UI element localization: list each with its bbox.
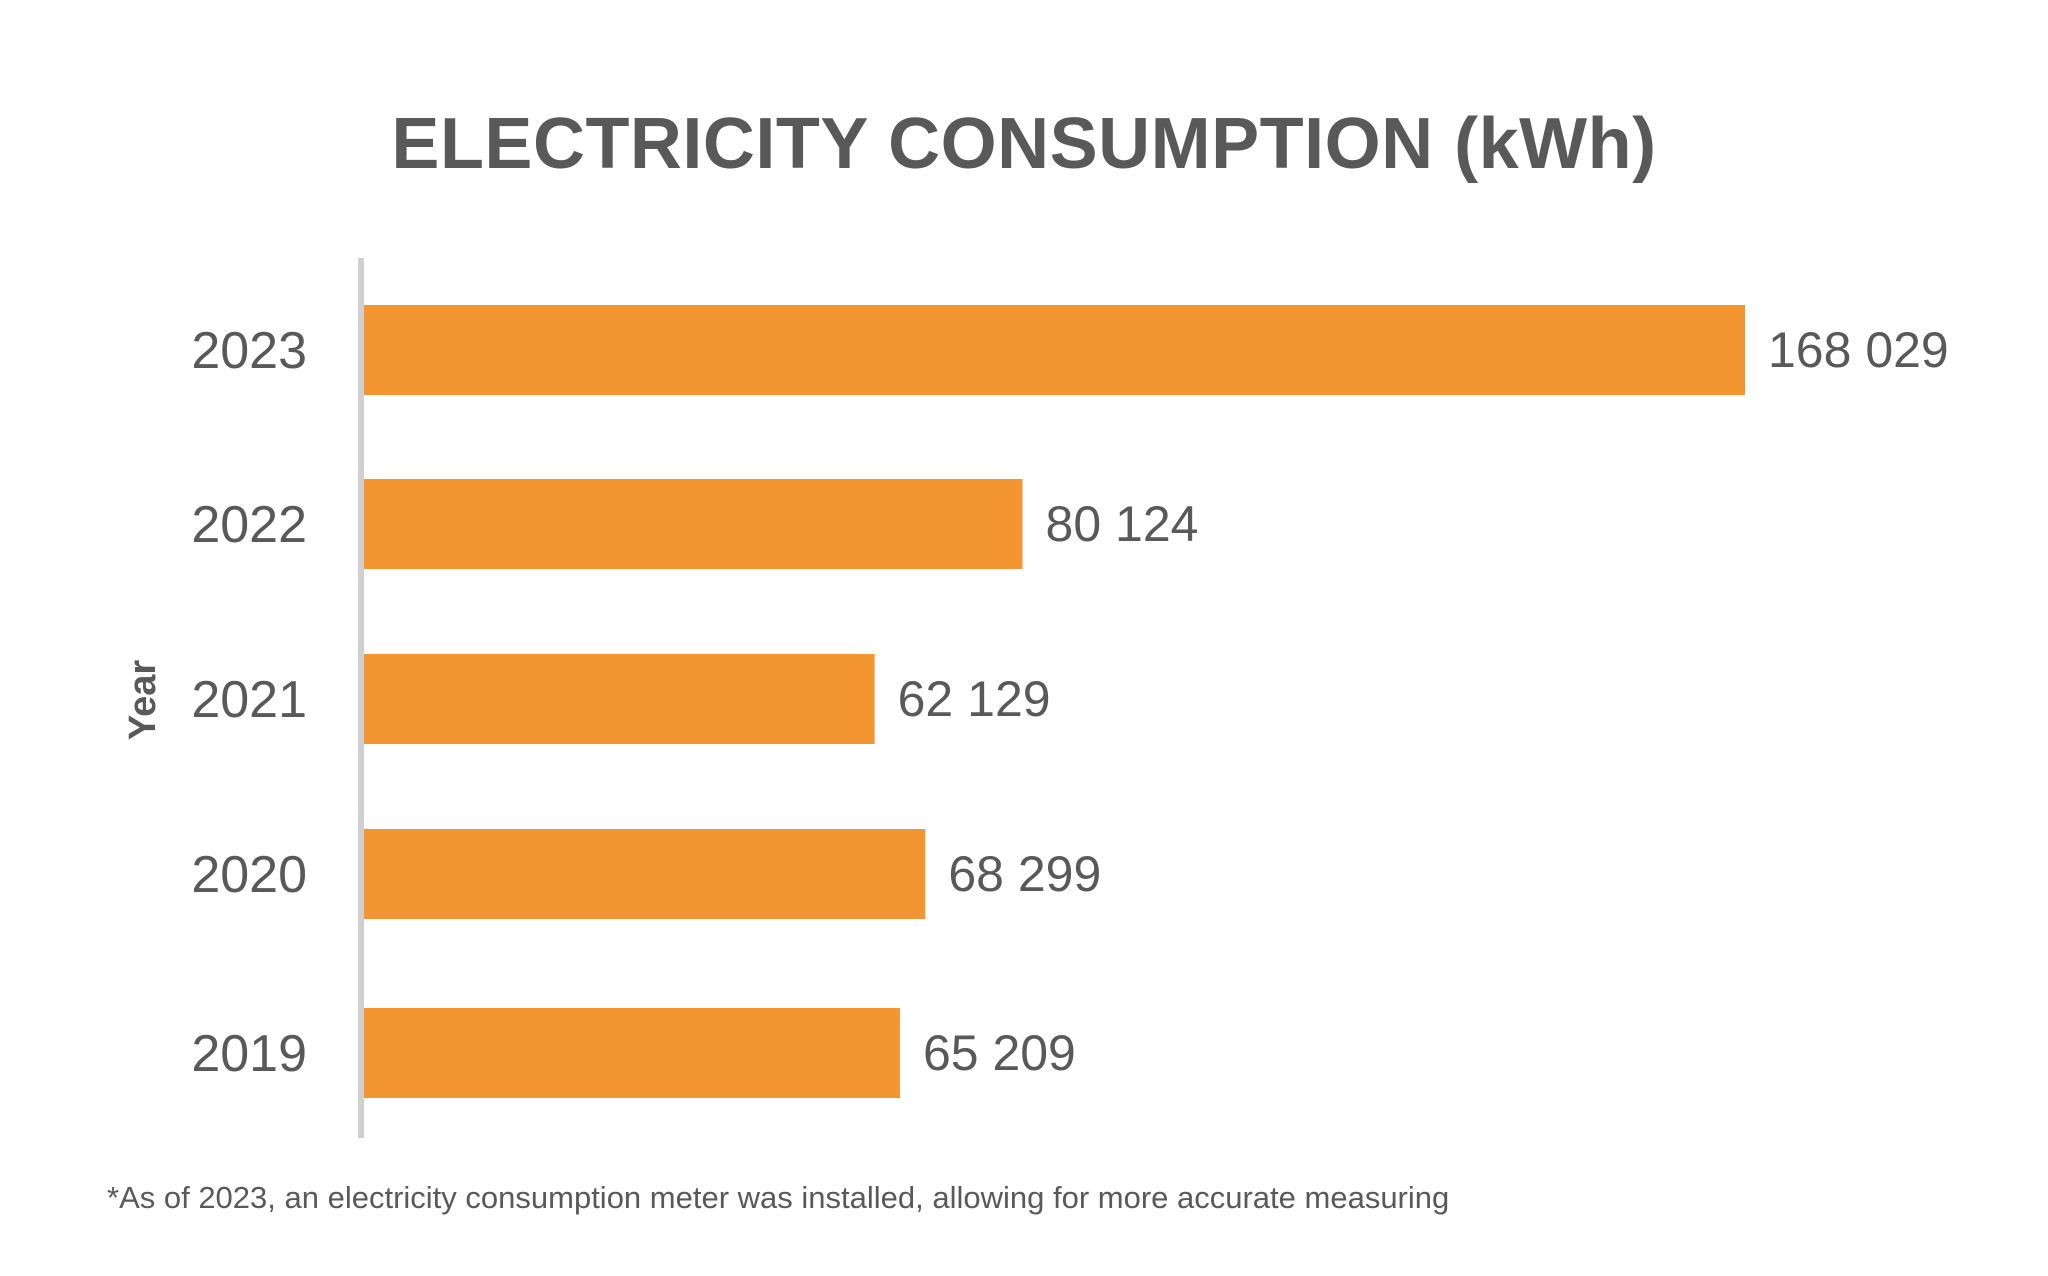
bar-2023 — [364, 305, 1745, 395]
value-label-2021: 62 129 — [898, 671, 1051, 727]
bar-2021 — [364, 654, 875, 744]
value-label-2020: 68 299 — [948, 846, 1101, 902]
chart-title: ELECTRICITY CONSUMPTION (kWh) — [391, 104, 1656, 184]
footnote: *As of 2023, an electricity consumption … — [107, 1180, 1450, 1215]
bars-group — [364, 305, 1745, 1098]
category-label-2019: 2019 — [191, 1025, 307, 1083]
bar-2020 — [364, 829, 926, 919]
bar-2019 — [364, 1008, 900, 1098]
category-labels-group: 2023 2022 2021 2020 2019 — [191, 322, 307, 1083]
value-labels-group: 168 029 80 124 62 129 68 299 65 209 — [898, 322, 1949, 1081]
y-axis-title: Year — [122, 660, 164, 741]
value-label-2023: 168 029 — [1768, 322, 1949, 378]
category-label-2021: 2021 — [191, 671, 307, 729]
category-label-2023: 2023 — [191, 322, 307, 380]
value-label-2022: 80 124 — [1046, 496, 1199, 552]
category-label-2020: 2020 — [191, 846, 307, 904]
bar-2022 — [364, 479, 1023, 569]
category-label-2022: 2022 — [191, 496, 307, 554]
value-label-2019: 65 209 — [923, 1025, 1076, 1081]
